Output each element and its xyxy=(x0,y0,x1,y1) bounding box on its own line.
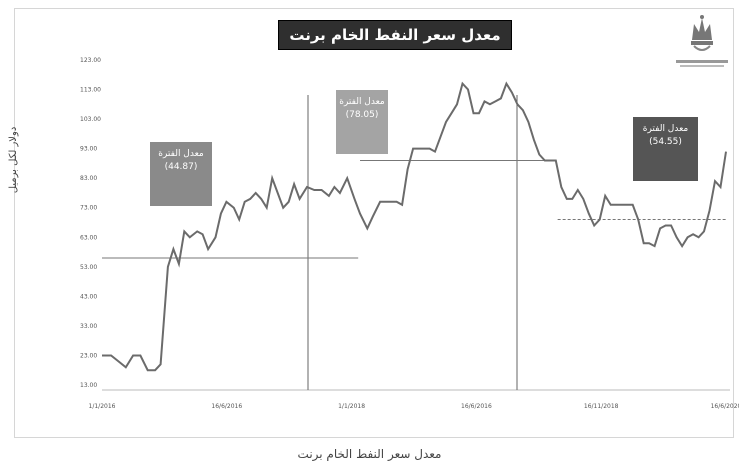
y-tick-label: 73.00 xyxy=(80,205,97,212)
chart-caption: معدل سعر النفط الخام برنت xyxy=(297,447,442,461)
y-tick-label: 113.00 xyxy=(80,87,101,94)
chart-title: معدل سعر النفط الخام برنت xyxy=(278,20,512,50)
x-tick-label: 16/6/2016 xyxy=(211,403,242,410)
y-tick-label: 63.00 xyxy=(80,234,97,241)
y-tick-label: 13.00 xyxy=(80,382,97,389)
price-series-line xyxy=(102,81,727,372)
x-tick-label: 1/1/2016 xyxy=(89,403,116,410)
y-tick-label: 43.00 xyxy=(80,293,97,300)
x-tick-label: 16/6/2020 xyxy=(711,403,739,410)
callout-label: معدل الفترة xyxy=(339,97,385,107)
y-axis-label: دولار لكل برميل xyxy=(8,126,19,194)
crown-logo-icon xyxy=(676,15,728,67)
callout-value: (54.55) xyxy=(649,137,682,147)
x-tick-label: 16/6/2016 xyxy=(461,403,492,410)
period-average-callout-1: معدل الفترة (44.87) xyxy=(150,142,212,206)
callout-value: (78.05) xyxy=(345,110,379,120)
x-tick-label: 16/11/2018 xyxy=(584,403,619,410)
period-average-callout-2: معدل الفترة (78.05) xyxy=(336,90,388,154)
y-tick-label: 53.00 xyxy=(80,264,97,271)
chart-frame xyxy=(14,8,734,438)
y-tick-label: 83.00 xyxy=(80,175,97,182)
y-tick-label: 123.00 xyxy=(80,57,101,64)
callout-label: معدل الفترة xyxy=(158,149,204,159)
y-tick-label: 23.00 xyxy=(80,352,97,359)
callout-label: معدل الفترة xyxy=(642,124,689,134)
y-tick-label: 33.00 xyxy=(80,323,97,330)
callout-value: (44.87) xyxy=(164,162,198,172)
y-tick-label: 93.00 xyxy=(80,146,97,153)
y-tick-label: 103.00 xyxy=(80,116,101,123)
x-tick-label: 1/1/2018 xyxy=(338,403,365,410)
period-average-callout-3: معدل الفترة (54.55) xyxy=(633,117,698,181)
